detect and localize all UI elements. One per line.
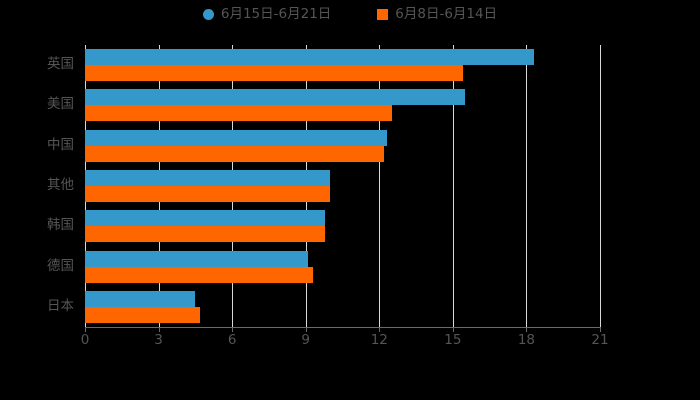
bar-1-3[interactable] [85, 186, 331, 202]
x-tick-12 [379, 327, 381, 332]
y-axis-label-6: 日本 [47, 297, 74, 314]
x-tick-label-21: 21 [591, 332, 609, 348]
y-axis-labels: 英国美国中国其他韩国德国日本 [0, 45, 74, 327]
x-tick-0 [85, 327, 86, 332]
bar-0-2[interactable] [85, 129, 387, 146]
bar-1-6[interactable] [85, 306, 201, 323]
bar-0-5[interactable] [85, 250, 309, 267]
x-tick-6 [232, 327, 234, 332]
bar-0-6[interactable] [85, 290, 196, 307]
legend-item-label: 6月8日-6月14日 [395, 6, 498, 22]
x-tick-label-0: 0 [80, 332, 90, 348]
bar-1-1[interactable] [85, 105, 392, 122]
x-tick-15 [452, 327, 454, 332]
x-tick-label-18: 18 [517, 332, 536, 348]
bar-1-5[interactable] [85, 266, 314, 283]
y-axis-label-4: 韩国 [47, 217, 74, 234]
gridline-x-15 [452, 45, 454, 327]
bar-1-0[interactable] [85, 65, 463, 82]
x-tick-label-3: 3 [154, 332, 163, 348]
x-tick-3 [158, 327, 160, 332]
gridline-x-12 [379, 45, 381, 327]
x-tick-9 [305, 327, 307, 332]
x-tick-21 [600, 327, 601, 332]
y-axis-label-0: 英国 [47, 56, 74, 73]
legend-circle-icon [202, 9, 214, 21]
x-tick-label-6: 6 [227, 332, 237, 348]
chart-legend: 6月15日-6月21日 6月8日-6月14日 [0, 6, 700, 22]
legend-square-icon [377, 9, 389, 21]
bar-0-1[interactable] [85, 89, 466, 106]
bar-0-0[interactable] [85, 49, 534, 66]
bar-0-4[interactable] [85, 210, 326, 227]
x-tick-18 [526, 327, 528, 332]
plot-area [85, 45, 601, 327]
gridline-x-21 [600, 45, 601, 327]
y-axis-label-1: 美国 [47, 96, 74, 113]
y-axis-label-2: 中国 [47, 136, 74, 153]
y-axis-label-3: 其他 [47, 177, 74, 193]
y-axis-label-5: 德国 [47, 257, 74, 274]
x-tick-label-15: 15 [444, 332, 462, 348]
bar-0-3[interactable] [85, 170, 331, 186]
gridline-x-18 [526, 45, 528, 327]
x-axis-line [85, 327, 601, 328]
legend-item-1[interactable]: 6月8日-6月14日 [377, 6, 498, 22]
legend-item-0[interactable]: 6月15日-6月21日 [202, 6, 332, 22]
bar-1-2[interactable] [85, 145, 385, 162]
legend-item-label: 6月15日-6月21日 [220, 6, 332, 22]
x-tick-label-12: 12 [370, 332, 388, 348]
x-tick-label-9: 9 [301, 332, 310, 348]
bar-1-4[interactable] [85, 226, 326, 243]
